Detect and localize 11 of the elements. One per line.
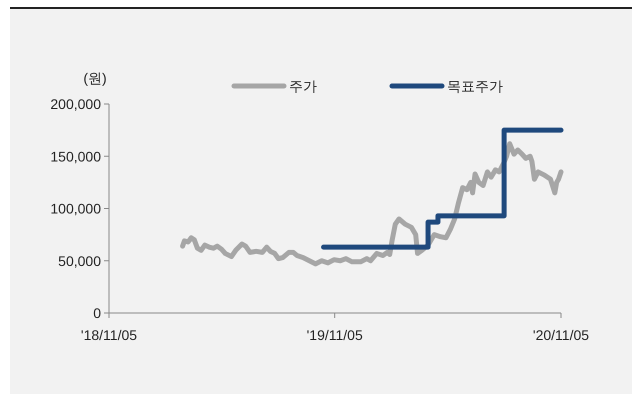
y-tick-label: 200,000 bbox=[50, 96, 102, 112]
legend-label: 목표주가 bbox=[447, 78, 503, 94]
x-tick-label: '19/11/05 bbox=[306, 327, 363, 343]
y-tick-label: 50,000 bbox=[58, 252, 102, 269]
legend-label: 주가 bbox=[289, 78, 317, 94]
y-axis-title: (원) bbox=[83, 70, 107, 86]
y-tick-label: 150,000 bbox=[50, 148, 102, 164]
y-tick-label: 100,000 bbox=[50, 200, 102, 216]
x-tick-label: '20/11/05 bbox=[532, 327, 590, 343]
x-tick-label: '18/11/05 bbox=[80, 327, 138, 343]
y-tick-label: 0 bbox=[93, 305, 102, 321]
